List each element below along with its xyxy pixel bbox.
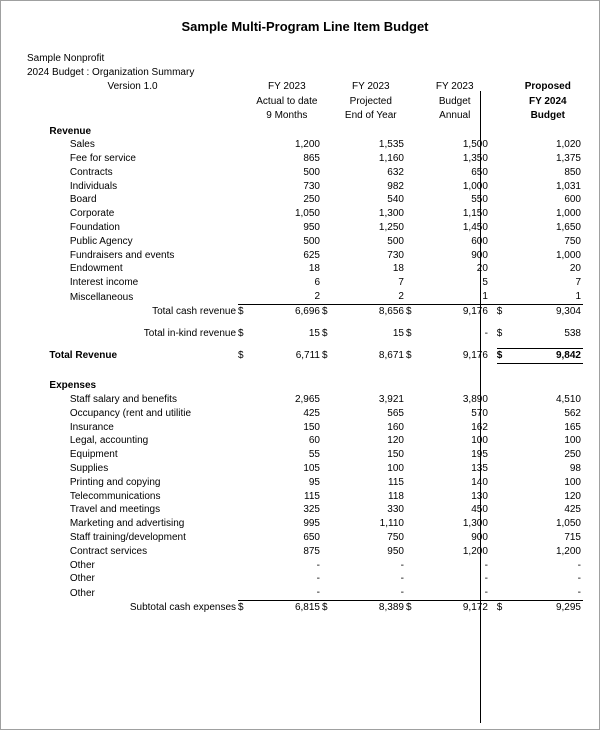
expense-row-label: Contract services	[68, 545, 238, 559]
revenue-row-label: Individuals	[68, 180, 238, 194]
section-expenses: Expenses	[47, 379, 238, 393]
page-title: Sample Multi-Program Line Item Budget	[27, 19, 583, 34]
expense-row-label: Telecommunications	[68, 490, 238, 504]
revenue-row-label: Sales	[68, 138, 238, 152]
total-inkind-revenue-label: Total in-kind revenue	[68, 327, 238, 341]
meta-version: Version 1.0	[27, 81, 238, 96]
expense-row-label: Legal, accounting	[68, 434, 238, 448]
revenue-row-label: Fundraisers and events	[68, 249, 238, 263]
budget-table: Version 1.0FY 2023FY 2023FY 2023Proposed…	[27, 81, 583, 615]
subtotal-cash-expenses-label: Subtotal cash expenses	[68, 601, 238, 615]
proposed-column-separator	[480, 91, 481, 723]
total-revenue-label: Total Revenue	[47, 348, 238, 363]
expense-row-label: Printing and copying	[68, 476, 238, 490]
revenue-row-label: Board	[68, 193, 238, 207]
revenue-row-label: Public Agency	[68, 235, 238, 249]
expense-row-label: Other	[68, 572, 238, 586]
expense-row-label: Other	[68, 559, 238, 573]
expense-row-label: Supplies	[68, 462, 238, 476]
total-cash-revenue-label: Total cash revenue	[68, 304, 238, 318]
section-revenue: Revenue	[47, 125, 238, 139]
revenue-row-label: Interest income	[68, 276, 238, 290]
revenue-row-label: Fee for service	[68, 152, 238, 166]
revenue-row-label: Foundation	[68, 221, 238, 235]
meta-budget-line: 2024 Budget : Organization Summary	[27, 66, 583, 80]
expense-row-label: Staff salary and benefits	[68, 393, 238, 407]
meta-block: Sample Nonprofit 2024 Budget : Organizat…	[27, 52, 583, 79]
revenue-row-label: Endowment	[68, 262, 238, 276]
revenue-row-label: Corporate	[68, 207, 238, 221]
revenue-row-label: Miscellaneous	[68, 290, 238, 304]
expense-row-label: Staff training/development	[68, 531, 238, 545]
revenue-row-label: Contracts	[68, 166, 238, 180]
expense-row-label: Marketing and advertising	[68, 517, 238, 531]
expense-row-label: Occupancy (rent and utilitie	[68, 407, 238, 421]
expense-row-label: Travel and meetings	[68, 503, 238, 517]
expense-row-label: Insurance	[68, 421, 238, 435]
meta-org: Sample Nonprofit	[27, 52, 583, 66]
expense-row-label: Equipment	[68, 448, 238, 462]
expense-row-label: Other	[68, 586, 238, 600]
